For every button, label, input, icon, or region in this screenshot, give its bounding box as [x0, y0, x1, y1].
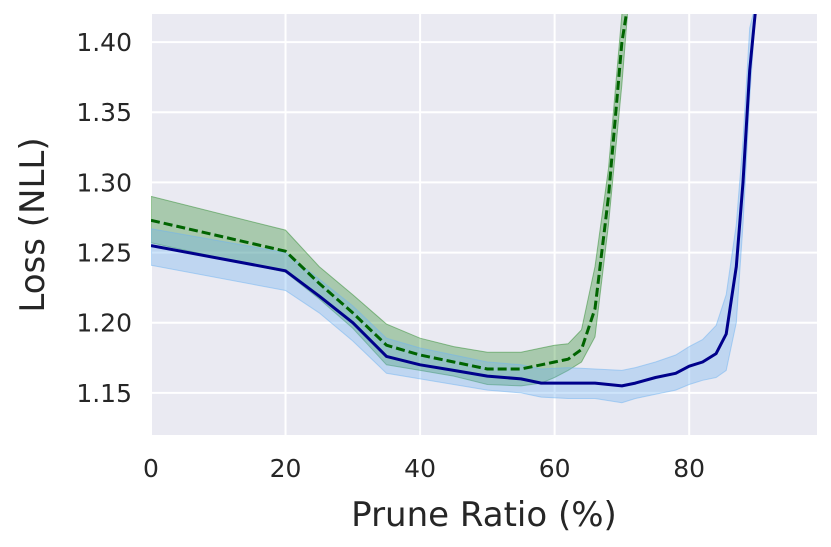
- y-tick-labels: 1.15 1.20 1.25 1.30 1.35 1.40: [76, 28, 132, 408]
- x-axis-label: Prune Ratio (%): [351, 495, 617, 535]
- y-tick-label: 1.15: [76, 379, 132, 408]
- x-tick-label: 60: [539, 454, 571, 483]
- y-tick-label: 1.25: [76, 239, 132, 268]
- x-tick-labels: 0 20 40 60 80: [143, 454, 705, 483]
- y-tick-label: 1.20: [76, 309, 132, 338]
- y-tick-label: 1.35: [76, 98, 132, 127]
- x-tick-label: 40: [404, 454, 436, 483]
- x-tick-label: 0: [143, 454, 159, 483]
- y-tick-label: 1.30: [76, 168, 132, 197]
- y-tick-label: 1.40: [76, 28, 132, 57]
- y-axis-label: Loss (NLL): [13, 137, 53, 312]
- x-tick-label: 20: [270, 454, 302, 483]
- x-tick-label: 80: [673, 454, 705, 483]
